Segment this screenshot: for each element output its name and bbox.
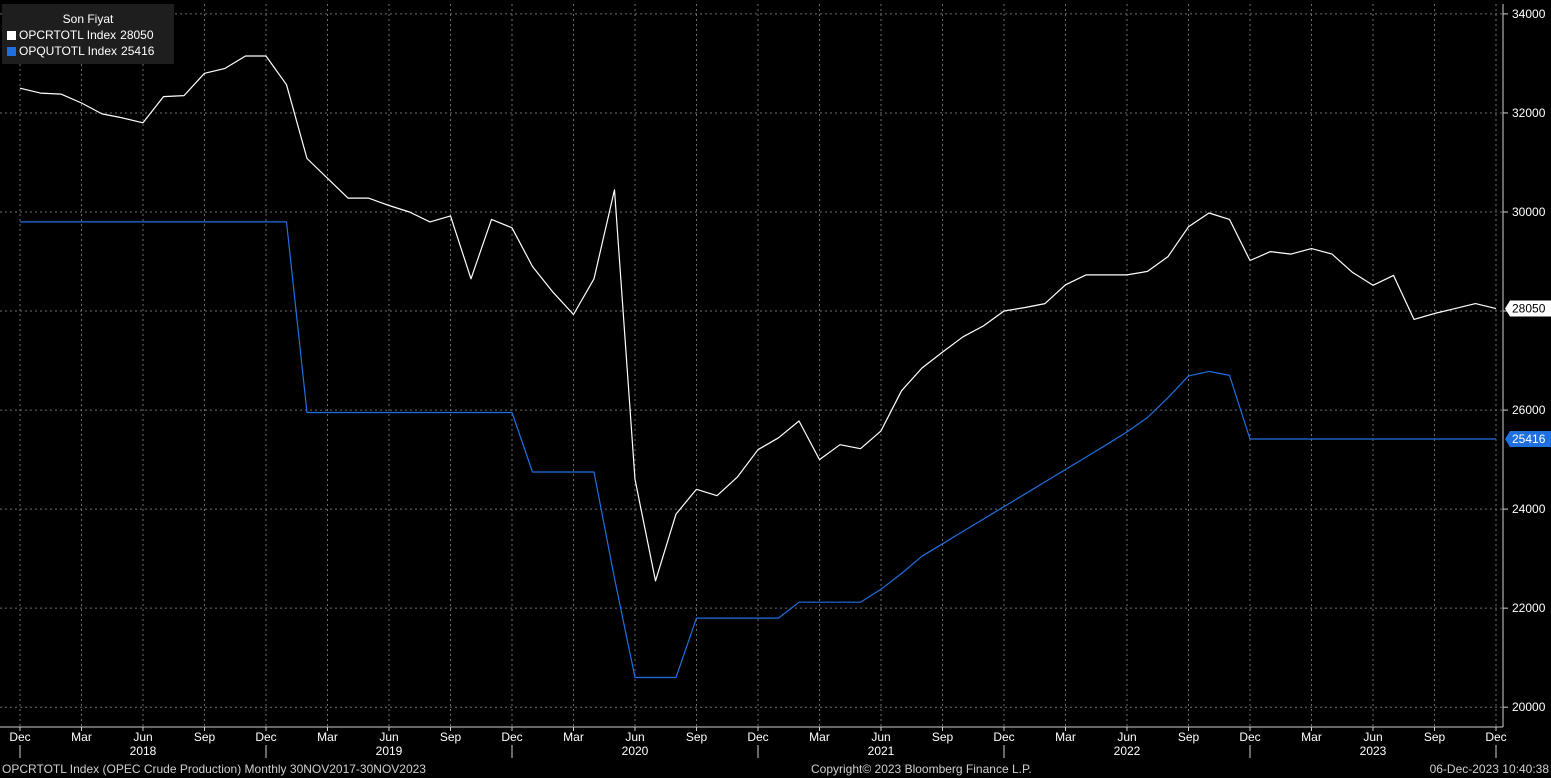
legend-swatch-quota <box>7 46 16 56</box>
y-tick-label: 30000 <box>1512 205 1546 219</box>
x-tick-label: Mar <box>1301 730 1322 744</box>
x-tick-label: Sep <box>932 730 954 744</box>
legend-swatch-crude <box>7 30 16 40</box>
x-tick-label: Jun <box>1117 730 1136 744</box>
x-tick-label: Mar <box>71 730 92 744</box>
x-tick-label: Dec <box>1239 730 1260 744</box>
x-year-label: 2023 <box>1360 744 1387 758</box>
legend: Son Fiyat OPCRTOTL Index 28050 OPQUTOTL … <box>2 4 174 64</box>
x-tick-label: Dec <box>255 730 276 744</box>
last-value-tag-quota-label: 25416 <box>1512 432 1546 446</box>
footer-source: OPCRTOTL Index (OPEC Crude Production) M… <box>2 762 426 776</box>
y-tick-label: 22000 <box>1512 601 1546 615</box>
footer-timestamp: 06-Dec-2023 10:40:38 <box>1429 762 1549 776</box>
legend-label-quota: OPQUTOTL Index <box>19 44 118 58</box>
y-tick-label: 32000 <box>1512 106 1546 120</box>
x-tick-label: Dec <box>747 730 768 744</box>
series-line-quota <box>20 221 1496 679</box>
legend-value-crude: 28050 <box>120 28 154 42</box>
legend-title: Son Fiyat <box>62 12 114 26</box>
x-year-label: 2019 <box>376 744 403 758</box>
footer: OPCRTOTL Index (OPEC Crude Production) M… <box>0 761 1551 778</box>
y-tick-label: 34000 <box>1512 7 1546 21</box>
x-year-label: 2022 <box>1114 744 1141 758</box>
y-tick-label: 26000 <box>1512 403 1546 417</box>
x-tick-label: Dec <box>993 730 1014 744</box>
footer-copyright: Copyright© 2023 Bloomberg Finance L.P. <box>811 762 1032 776</box>
x-tick-label: Mar <box>1055 730 1076 744</box>
series-line-crude <box>19 55 1497 582</box>
x-year-label: 2018 <box>130 744 157 758</box>
y-tick-label: 24000 <box>1512 502 1546 516</box>
x-tick-label: Jun <box>1363 730 1382 744</box>
x-tick-label: Dec <box>501 730 522 744</box>
x-tick-label: Mar <box>809 730 830 744</box>
x-tick-label: Dec <box>9 730 30 744</box>
x-year-label: 2020 <box>622 744 649 758</box>
x-tick-label: Sep <box>1424 730 1446 744</box>
x-tick-label: Sep <box>686 730 708 744</box>
x-year-label: 2021 <box>868 744 895 758</box>
x-tick-label: Sep <box>1178 730 1200 744</box>
x-tick-label: Jun <box>133 730 152 744</box>
y-tick-label: 20000 <box>1512 700 1546 714</box>
x-tick-label: Jun <box>871 730 890 744</box>
x-tick-label: Mar <box>563 730 584 744</box>
legend-label-crude: OPCRTOTL Index <box>19 28 117 42</box>
legend-value-quota: 25416 <box>121 44 155 58</box>
last-value-tag-crude-label: 28050 <box>1512 302 1546 316</box>
last-value-tag-quota-bg <box>1505 430 1551 447</box>
x-tick-label: Jun <box>625 730 644 744</box>
x-tick-label: Sep <box>194 730 216 744</box>
last-value-tag-crude-bg <box>1505 300 1551 317</box>
x-tick-label: Jun <box>379 730 398 744</box>
x-tick-label: Mar <box>317 730 338 744</box>
x-tick-label: Sep <box>440 730 462 744</box>
x-tick-label: Dec <box>1485 730 1506 744</box>
legend-item-crude: OPCRTOTL Index 28050 <box>2 27 174 43</box>
legend-item-quota: OPQUTOTL Index 25416 <box>2 43 174 59</box>
